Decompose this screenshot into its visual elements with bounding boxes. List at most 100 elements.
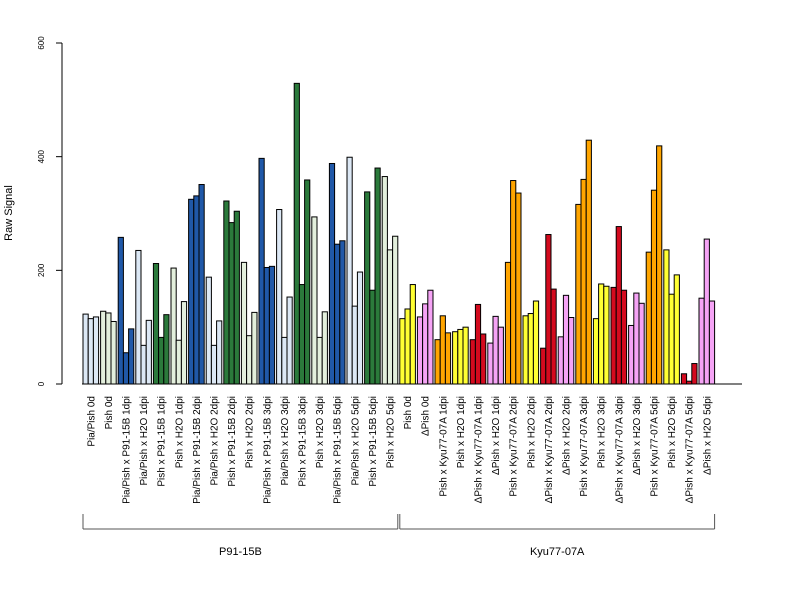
x-tick-label: Pish x Kyu77-07A 5dpi	[650, 396, 661, 497]
bar	[557, 336, 564, 385]
bars	[82, 82, 716, 385]
bar	[399, 318, 406, 385]
bar	[452, 331, 459, 385]
x-tick-label: ΔPish x Kyu77-07A 1dpi	[474, 396, 485, 503]
bar	[562, 294, 570, 385]
bar	[386, 249, 394, 385]
bar	[504, 261, 512, 385]
bar	[568, 317, 575, 385]
bar	[286, 296, 293, 385]
bar	[708, 300, 716, 385]
bar	[92, 316, 100, 385]
bar	[703, 238, 710, 385]
bar	[598, 283, 605, 385]
bar	[251, 311, 258, 385]
bar	[645, 251, 652, 385]
bar	[474, 303, 482, 385]
bar	[198, 184, 205, 385]
bar	[188, 198, 195, 385]
bar	[356, 271, 364, 385]
bar	[346, 156, 353, 385]
bar	[128, 328, 135, 385]
bar	[304, 179, 311, 385]
x-tick-label: Pish x H2O 3dpi	[315, 396, 326, 468]
bar	[469, 339, 476, 385]
x-tick-label: Pia/Pish x P91-15B 3dpi	[262, 396, 273, 504]
bar	[268, 265, 276, 385]
x-tick-label: ΔPish x H2O 2dpi	[562, 396, 573, 475]
bar	[592, 318, 600, 385]
bar	[258, 157, 265, 385]
x-tick-label: Pia/Pish 0d	[86, 396, 97, 447]
bar	[351, 305, 358, 385]
bar	[281, 336, 288, 385]
bar	[633, 292, 640, 385]
bar	[163, 314, 170, 385]
bar	[487, 342, 494, 385]
bar	[615, 226, 622, 385]
bar	[158, 336, 165, 385]
bar	[680, 373, 688, 385]
bar	[145, 319, 152, 385]
bar	[316, 336, 323, 385]
bar	[416, 316, 424, 385]
x-tick-label: Pish x H2O 3dpi	[597, 396, 608, 468]
bar	[87, 318, 94, 385]
bar	[575, 203, 582, 385]
bar	[656, 145, 663, 385]
bar	[434, 339, 441, 385]
bar	[328, 162, 336, 385]
x-tick-label: Pish x H2O 1dpi	[174, 396, 185, 468]
x-tick-label: ΔPish 0d	[421, 396, 432, 436]
x-tick-label: Pish x H2O 2dpi	[245, 396, 256, 468]
x-tick-label: Pish x P91-15B 5dpi	[368, 396, 379, 487]
x-tick-label: Pish x H2O 1dpi	[456, 396, 467, 468]
bar	[585, 139, 592, 385]
x-tick-label: Pia/Pish x P91-15B 5dpi	[333, 396, 344, 504]
group-label: Kyu77-07A	[530, 546, 585, 558]
x-tick-label: Pish x H2O 5dpi	[667, 396, 678, 468]
bar	[691, 363, 698, 385]
x-tick-label: Pia/Pish x H2O 1dpi	[139, 396, 150, 486]
x-tick-label: Pish x Kyu77-07A 2dpi	[509, 396, 520, 497]
bar	[540, 347, 547, 385]
bar	[392, 235, 399, 385]
x-tick-label: ΔPish x Kyu77-07A 5dpi	[685, 396, 696, 503]
bar	[105, 312, 112, 385]
bar	[216, 320, 223, 385]
bar	[233, 210, 240, 385]
bar	[170, 267, 177, 385]
x-tick-label: Pia/Pish x H2O 2dpi	[210, 396, 221, 486]
bar	[510, 180, 517, 385]
bar	[673, 274, 680, 385]
x-tick-label: Pish 0d	[104, 396, 115, 429]
x-tick-label: Pish x P91-15B 1dpi	[157, 396, 168, 487]
bar	[545, 234, 552, 385]
x-tick-label: ΔPish x H2O 3dpi	[632, 396, 643, 475]
bar	[522, 315, 529, 385]
bar	[650, 189, 658, 385]
x-tick-labels: Pia/Pish 0d Pish 0d Pia/Pish x P91-15B 1dp…	[86, 396, 713, 504]
y-axis: 0 200 400 600	[37, 36, 63, 386]
x-tick-label: Pish 0d	[403, 396, 414, 429]
y-tick-label: 600	[37, 36, 46, 50]
bar	[515, 192, 522, 385]
x-tick-label: Pish x Kyu77-07A 3dpi	[579, 396, 590, 497]
bar	[276, 209, 283, 385]
bar	[409, 284, 416, 385]
bar	[550, 288, 557, 385]
bar	[698, 297, 705, 385]
bar	[117, 236, 124, 385]
bar	[311, 216, 318, 385]
bar	[610, 286, 617, 385]
bar	[210, 344, 218, 385]
y-axis-label: Raw Signal	[3, 185, 15, 241]
group-label: P91-15B	[219, 546, 262, 558]
bar	[480, 333, 487, 385]
bar	[205, 276, 212, 385]
bar	[369, 289, 376, 385]
bar	[364, 191, 371, 385]
bar	[122, 352, 130, 385]
bar	[246, 335, 253, 385]
